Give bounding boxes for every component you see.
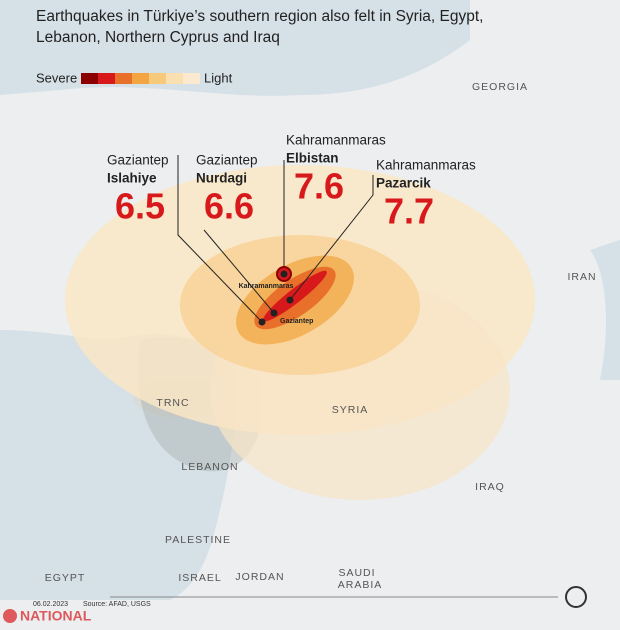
legend-swatch	[149, 73, 166, 84]
map-label: PALESTINE	[165, 534, 231, 546]
brand-logo	[3, 609, 17, 623]
epicenter	[270, 309, 278, 317]
district: Nurdagi	[196, 171, 247, 186]
map-label: EGYPT	[45, 572, 86, 584]
brand: NATIONAL	[20, 608, 92, 624]
map-label: ARABIA	[338, 579, 383, 591]
map-label: JORDAN	[235, 571, 284, 583]
district: Pazarcik	[376, 176, 431, 191]
city-label: Gaziantep	[280, 318, 313, 325]
province: Kahramanmaras	[286, 133, 386, 148]
map-label: IRAQ	[475, 481, 505, 493]
map-label: LEBANON	[181, 461, 238, 473]
legend-swatch	[115, 73, 132, 84]
province: Gaziantep	[196, 153, 258, 168]
map-label: SAUDI	[338, 567, 375, 579]
province: Kahramanmaras	[376, 158, 476, 173]
source: Source: AFAD, USGS	[83, 601, 151, 608]
aa-logo	[565, 586, 587, 608]
epicenter	[258, 318, 266, 326]
legend-swatch	[81, 73, 98, 84]
magnitude: 7.7	[384, 191, 434, 232]
legend-swatch	[183, 73, 200, 84]
district: Islahiye	[107, 171, 157, 186]
date: 06.02.2023	[33, 601, 68, 608]
map-label: SYRIA	[332, 404, 369, 416]
map-label: GEORGIA	[472, 81, 528, 93]
district: Elbistan	[286, 151, 339, 166]
leader-line	[203, 229, 275, 314]
leader-line	[177, 155, 263, 323]
magnitude: 6.6	[204, 186, 254, 227]
legend-label: Severe	[36, 70, 77, 85]
black-sea	[0, 0, 470, 96]
legend-swatch	[132, 73, 149, 84]
map-label: IRAN	[567, 271, 596, 283]
intensity-severe	[263, 270, 327, 322]
city-label: Kahramanmaras	[239, 283, 294, 290]
leader-line	[289, 175, 374, 301]
legend-swatch	[98, 73, 115, 84]
map-label: ISRAEL	[178, 572, 221, 584]
map-label: TRNC	[156, 397, 189, 409]
magnitude: 7.6	[294, 166, 344, 207]
title: Earthquakes in Türkiye’s southern region…	[36, 8, 484, 46]
province: Gaziantep	[107, 153, 169, 168]
epicenter	[286, 296, 294, 304]
magnitude: 6.5	[115, 186, 165, 227]
caspian-sea	[590, 240, 620, 380]
legend-swatch	[166, 73, 183, 84]
epicenter	[280, 270, 288, 278]
legend-label: Light	[204, 70, 233, 85]
